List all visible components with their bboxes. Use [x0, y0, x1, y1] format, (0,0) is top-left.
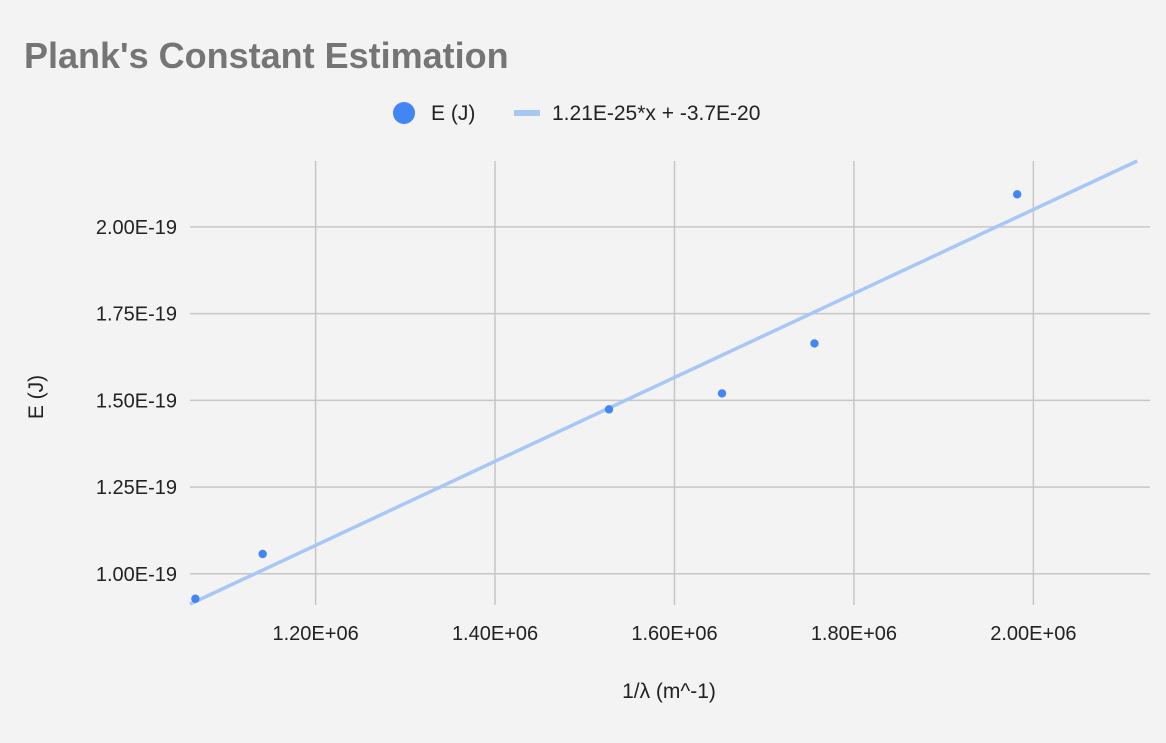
- y-axis-ticks: 1.00E-19 1.25E-19 1.50E-19 1.75E-19 2.00E-19: [96, 217, 177, 586]
- y-tick-label: 1.25E-19: [96, 477, 177, 499]
- data-point: [258, 549, 267, 559]
- y-tick-label: 1.50E-19: [96, 390, 177, 412]
- legend-trendline-marker: [514, 110, 540, 116]
- x-tick-label: 1.40E+06: [452, 623, 538, 645]
- y-tick-label: 2.00E-19: [96, 217, 177, 239]
- x-axis-ticks: 1.20E+06 1.40E+06 1.60E+06 1.80E+06 2.00E+06: [273, 623, 1077, 645]
- legend-trendline-label: 1.21E-25*x + -3.7E-20: [552, 102, 760, 125]
- data-point: [717, 389, 727, 398]
- x-tick-label: 1.20E+06: [273, 623, 359, 645]
- data-point: [604, 405, 614, 414]
- data-points: [191, 190, 1022, 603]
- gridlines: [190, 161, 1150, 605]
- chart-title: Plank's Constant Estimation: [24, 35, 509, 76]
- x-axis-label: 1/λ (m^-1): [622, 680, 716, 703]
- data-point: [810, 339, 819, 348]
- data-point: [191, 594, 200, 603]
- x-tick-label: 2.00E+06: [990, 623, 1076, 645]
- x-tick-label: 1.60E+06: [631, 623, 717, 645]
- trendline: [189, 159, 1138, 606]
- legend-series-marker: [393, 102, 415, 124]
- y-axis-label: E (J): [25, 375, 48, 419]
- x-tick-label: 1.80E+06: [811, 623, 897, 645]
- y-tick-label: 1.00E-19: [96, 564, 177, 586]
- trendline-layer: [189, 159, 1138, 606]
- data-point: [1013, 190, 1022, 199]
- legend: E (J) 1.21E-25*x + -3.7E-20: [393, 102, 760, 125]
- legend-series-label: E (J): [431, 102, 475, 125]
- y-tick-label: 1.75E-19: [96, 304, 177, 326]
